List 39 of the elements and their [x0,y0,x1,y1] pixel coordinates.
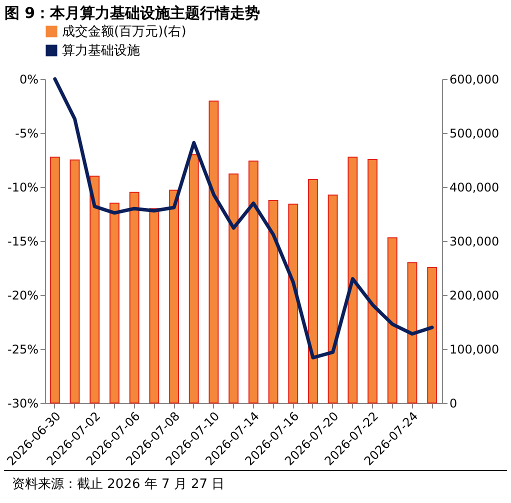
bar [169,190,179,404]
bar [228,174,239,404]
bar [50,156,60,404]
bar [188,154,199,404]
bar [110,202,120,404]
bar [208,100,219,404]
bar [90,176,100,404]
legend-label: 成交金额(百万元)(右) [62,24,186,40]
bar [407,262,418,404]
text: 资料来源：截止 2026 年 7 月 27 日 [4,470,507,497]
bar [368,158,378,404]
bar [308,178,318,404]
bar [427,266,438,404]
y-tick-label: -10% [7,180,38,194]
y-tick-label: -30% [7,396,38,410]
y2-tick-label: 600,000 [450,72,500,86]
chart-title: 图 9：本月算力基础设施主题行情走势 [4,4,260,22]
y-tick-label: -15% [7,234,38,248]
bar [248,160,258,404]
y2-tick-label: 200,000 [450,288,500,302]
line-series [53,77,434,360]
y2-tick-label: 300,000 [450,234,500,248]
y2-tick-label: 500,000 [450,126,500,140]
bar [129,192,140,404]
legend-label: 算力基础设施 [62,44,140,58]
bar [348,156,358,404]
bar [268,200,278,404]
bar [288,204,298,404]
y2-tick-label: 400,000 [450,180,500,194]
y2-tick-label: 0 [450,396,458,410]
y-tick-label: -25% [7,342,38,356]
bar [70,160,80,404]
bar [149,208,160,404]
y2-tick-label: 100,000 [450,342,500,356]
bar [387,237,398,404]
y-tick-label: 0% [19,72,38,86]
y-tick-label: -20% [7,288,38,302]
bar [328,194,338,404]
y-tick-label: -5% [15,126,38,140]
